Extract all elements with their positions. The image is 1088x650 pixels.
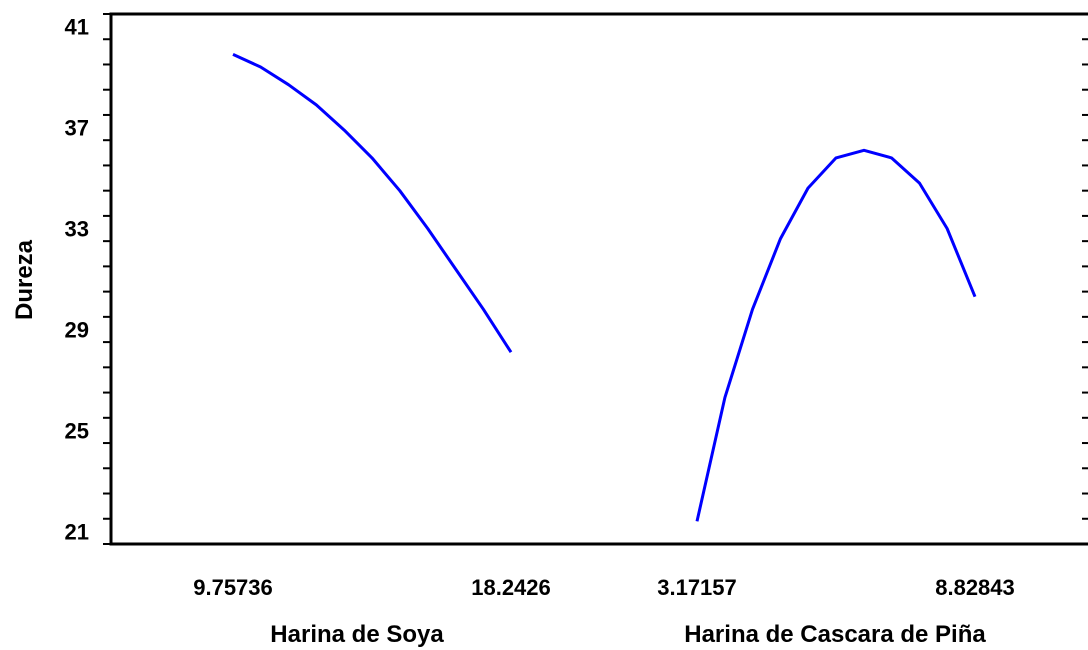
x-axis-title-soya: Harina de Soya	[270, 621, 444, 648]
plot-frame	[109, 12, 1088, 546]
y-axis-left	[103, 13, 111, 545]
y-tick-label: 25	[65, 418, 89, 443]
y-tick-labels: 21 25 29 33 37 41	[65, 15, 89, 545]
y-tick-label: 41	[65, 15, 89, 40]
x-tick-label: 8.82843	[935, 575, 1015, 600]
series-line-1	[695, 148, 977, 522]
y-tick-label: 37	[65, 116, 89, 141]
x-tick-label: 9.75736	[193, 575, 273, 600]
series-line-0	[232, 53, 513, 354]
x-axis-title-pina: Harina de Cascara de Piña	[684, 621, 986, 648]
y-tick-label: 33	[65, 217, 89, 242]
y-tick-label: 21	[65, 519, 89, 544]
series-layer	[232, 53, 977, 522]
y-axis-right	[1082, 13, 1088, 545]
y-axis-title: Dureza	[11, 239, 38, 320]
x-tick-labels: 9.75736 18.2426 3.17157 8.82843	[193, 575, 1015, 600]
y-tick-label: 29	[65, 317, 89, 342]
x-tick-label: 3.17157	[657, 575, 737, 600]
x-tick-label: 18.2426	[471, 575, 551, 600]
